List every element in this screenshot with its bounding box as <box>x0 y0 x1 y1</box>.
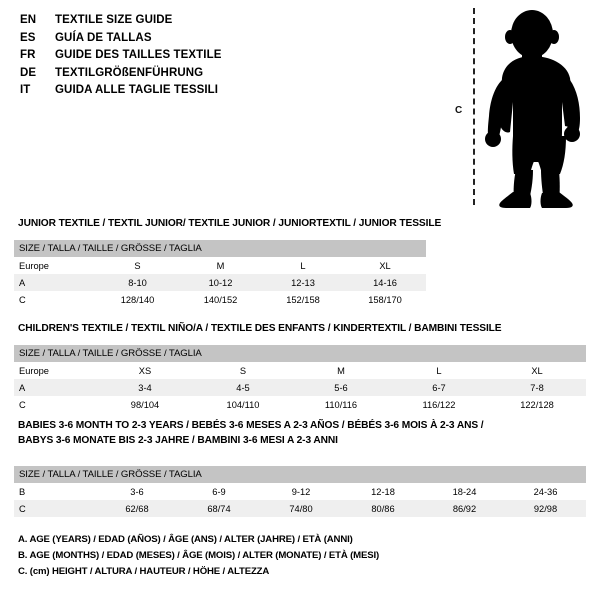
table-cell: 6-7 <box>390 379 488 396</box>
table-cell: 158/170 <box>344 291 427 308</box>
table-cell: L <box>390 362 488 379</box>
junior-size-table: SIZE / TALLA / TAILLE / GRÖSSE / TAGLIA … <box>14 240 427 308</box>
table-cell: 140/152 <box>179 291 262 308</box>
table-cell: 3-6 <box>96 483 178 500</box>
table-cell: S <box>194 362 292 379</box>
table-cell: 62/68 <box>96 500 178 517</box>
table-row: A 8-10 10-12 12-13 14-16 <box>14 274 427 291</box>
table-cell: 152/158 <box>262 291 344 308</box>
section-title-babies-line2: BABYS 3-6 MONATE BIS 2-3 JAHRE / BAMBINI… <box>18 435 338 446</box>
table-cell: 18-24 <box>424 483 505 500</box>
section-title-babies-line1: BABIES 3-6 MONTH TO 2-3 YEARS / BEBÉS 3-… <box>18 420 484 431</box>
table-cell: 68/74 <box>178 500 260 517</box>
legend-line-b: B. AGE (MONTHS) / EDAD (MESES) / ÂGE (MO… <box>18 550 380 561</box>
babies-size-table: SIZE / TALLA / TAILLE / GRÖSSE / TAGLIA … <box>14 466 587 517</box>
height-dashed-line <box>473 8 475 205</box>
table-header-label: SIZE / TALLA / TAILLE / GRÖSSE / TAGLIA <box>14 345 587 362</box>
legend-block: A. AGE (YEARS) / EDAD (AÑOS) / ÂGE (ANS)… <box>18 532 379 580</box>
language-code: DE <box>20 66 37 79</box>
section-title-babies: BABIES 3-6 MONTH TO 2-3 YEARS / BEBÉS 3-… <box>18 418 484 448</box>
table-cell: 4-5 <box>194 379 292 396</box>
language-label: GUIDE DES TAILLES TEXTILE <box>55 49 222 61</box>
table-header-row: SIZE / TALLA / TAILLE / GRÖSSE / TAGLIA <box>14 345 587 362</box>
table-cell: 122/128 <box>488 396 587 413</box>
height-diagram: C <box>450 0 600 215</box>
row-label: C <box>14 396 96 413</box>
table-cell: 8-10 <box>96 274 179 291</box>
language-row: IT GUIDA ALLE TAGLIE TESSILI <box>20 84 440 102</box>
table-row: Europe S M L XL <box>14 257 427 274</box>
table-cell: M <box>292 362 390 379</box>
language-row: DE TEXTILGRÖßENFÜHRUNG <box>20 67 440 85</box>
table-cell: 110/116 <box>292 396 390 413</box>
table-header-label: SIZE / TALLA / TAILLE / GRÖSSE / TAGLIA <box>14 466 587 483</box>
table-row: C 128/140 140/152 152/158 158/170 <box>14 291 427 308</box>
table-cell: 14-16 <box>344 274 427 291</box>
table-row: Europe XS S M L XL <box>14 362 587 379</box>
row-label: A <box>14 274 96 291</box>
row-label: Europe <box>14 257 96 274</box>
language-label: GUIDA ALLE TAGLIE TESSILI <box>55 84 219 96</box>
table-cell: 92/98 <box>505 500 587 517</box>
row-label: A <box>14 379 96 396</box>
language-code: FR <box>20 49 36 61</box>
table-row: C 98/104 104/110 110/116 116/122 122/128 <box>14 396 587 413</box>
table-cell: 10-12 <box>179 274 262 291</box>
table-cell: 74/80 <box>260 500 342 517</box>
table-cell: 86/92 <box>424 500 505 517</box>
language-row: ES GUÍA DE TALLAS <box>20 32 440 50</box>
table-cell: 12-18 <box>342 483 424 500</box>
table-cell: 12-13 <box>262 274 344 291</box>
table-cell: XL <box>488 362 587 379</box>
language-label: TEXTILE SIZE GUIDE <box>55 14 173 26</box>
table-cell: M <box>179 257 262 274</box>
language-row: EN TEXTILE SIZE GUIDE <box>20 14 440 32</box>
legend-line-a: A. AGE (YEARS) / EDAD (AÑOS) / ÂGE (ANS)… <box>18 534 353 545</box>
language-label: TEXTILGRÖßENFÜHRUNG <box>55 66 204 79</box>
language-code: ES <box>20 31 36 44</box>
row-label: Europe <box>14 362 96 379</box>
language-code: EN <box>20 14 37 26</box>
table-cell: 24-36 <box>505 483 587 500</box>
language-row: FR GUIDE DES TAILLES TEXTILE <box>20 49 440 67</box>
height-marker-label: C <box>455 105 463 116</box>
table-cell: S <box>96 257 179 274</box>
toddler-silhouette-icon <box>485 10 580 208</box>
language-code: IT <box>20 84 31 96</box>
table-header-row: SIZE / TALLA / TAILLE / GRÖSSE / TAGLIA <box>14 466 587 483</box>
table-cell: 98/104 <box>96 396 194 413</box>
table-cell: L <box>262 257 344 274</box>
table-cell: 80/86 <box>342 500 424 517</box>
table-cell: 5-6 <box>292 379 390 396</box>
table-row: A 3-4 4-5 5-6 6-7 7-8 <box>14 379 587 396</box>
table-cell: 128/140 <box>96 291 179 308</box>
table-cell: 104/110 <box>194 396 292 413</box>
table-header-label: SIZE / TALLA / TAILLE / GRÖSSE / TAGLIA <box>14 240 427 257</box>
legend-line-c: C. (cm) HEIGHT / ALTURA / HAUTEUR / HÖHE… <box>18 566 270 577</box>
row-label: C <box>14 500 96 517</box>
language-header-block: EN TEXTILE SIZE GUIDE ES GUÍA DE TALLAS … <box>20 14 440 102</box>
row-label: C <box>14 291 96 308</box>
section-title-junior: JUNIOR TEXTILE / TEXTIL JUNIOR/ TEXTILE … <box>18 218 442 229</box>
table-cell: XS <box>96 362 194 379</box>
language-label: GUÍA DE TALLAS <box>55 31 152 44</box>
table-cell: 7-8 <box>488 379 587 396</box>
table-row: B 3-6 6-9 9-12 12-18 18-24 24-36 <box>14 483 587 500</box>
table-cell: 116/122 <box>390 396 488 413</box>
table-cell: 6-9 <box>178 483 260 500</box>
children-size-table: SIZE / TALLA / TAILLE / GRÖSSE / TAGLIA … <box>14 345 587 413</box>
section-title-children: CHILDREN'S TEXTILE / TEXTIL NIÑO/A / TEX… <box>18 323 502 334</box>
table-header-row: SIZE / TALLA / TAILLE / GRÖSSE / TAGLIA <box>14 240 427 257</box>
row-label: B <box>14 483 96 500</box>
table-cell: XL <box>344 257 427 274</box>
table-cell: 3-4 <box>96 379 194 396</box>
table-cell: 9-12 <box>260 483 342 500</box>
table-row: C 62/68 68/74 74/80 80/86 86/92 92/98 <box>14 500 587 517</box>
